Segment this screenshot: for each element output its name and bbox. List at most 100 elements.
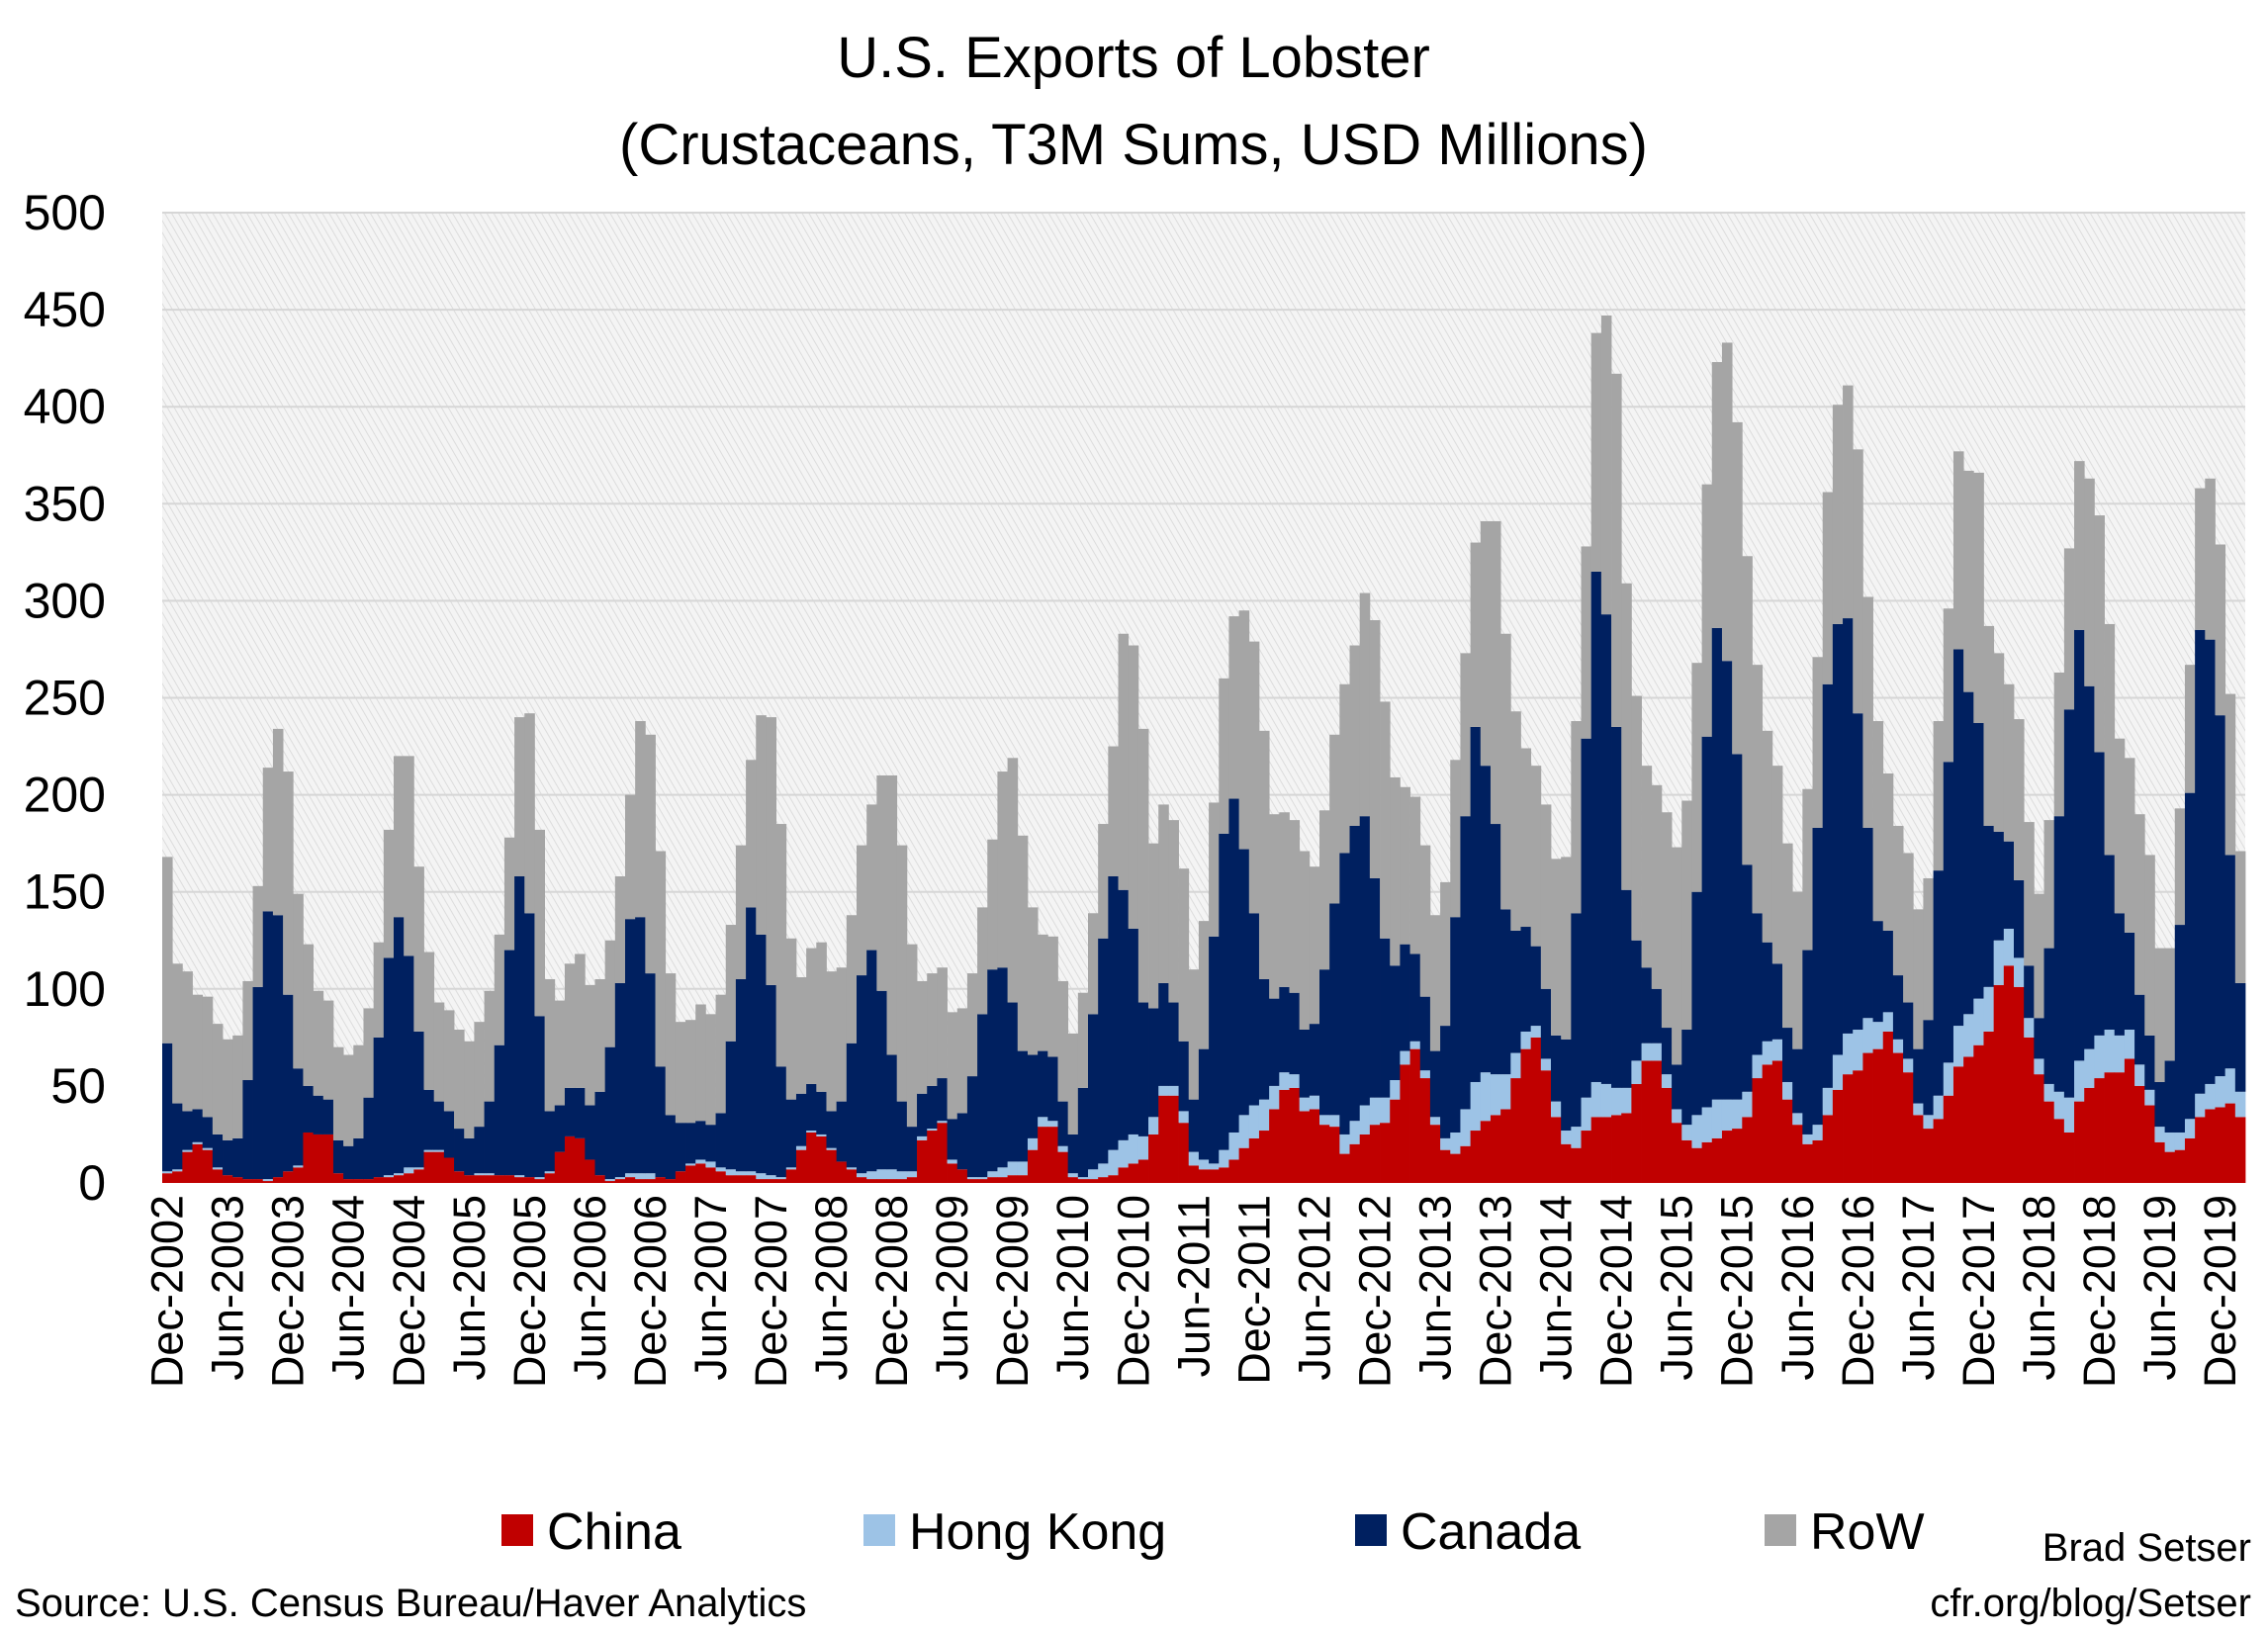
bar-canada <box>675 1123 686 1172</box>
bar-hong-kong <box>1470 1081 1482 1132</box>
bar-canada <box>1077 1087 1089 1178</box>
bar-row <box>1822 492 1834 684</box>
x-tick-label: Jun-2006 <box>565 1195 615 1381</box>
bar-canada <box>997 967 1008 1168</box>
bar-row <box>604 940 616 1047</box>
bar-hong-kong <box>775 1177 787 1180</box>
bar-canada <box>182 1111 193 1150</box>
bar-canada <box>1933 870 1945 1096</box>
bar-china <box>1822 1115 1834 1183</box>
bar-row <box>1590 332 1602 572</box>
bar-china <box>614 1179 626 1183</box>
y-tick-label: 50 <box>50 1058 106 1114</box>
bar-row <box>1812 657 1824 828</box>
bar-row <box>1540 804 1552 989</box>
bar-row <box>1369 620 1381 878</box>
bar-china <box>1651 1060 1663 1183</box>
bar-row <box>2003 683 2015 842</box>
bar-row <box>1510 711 1521 931</box>
bar-hong-kong <box>705 1161 716 1168</box>
bar-hong-kong <box>846 1167 858 1170</box>
bar-row <box>1057 980 1069 1102</box>
bar-canada <box>1882 930 1894 1013</box>
x-tick-label: Dec-2003 <box>263 1195 314 1388</box>
bar-china <box>1581 1131 1592 1183</box>
bar-china <box>1429 1125 1441 1183</box>
bar-canada <box>2124 932 2135 1030</box>
bar-china <box>866 1179 877 1183</box>
bar-canada <box>1409 953 1421 1042</box>
bar-row <box>1118 633 1130 890</box>
bar-hong-kong <box>816 1134 827 1136</box>
bar-canada <box>1802 950 1813 1134</box>
bar-hong-kong <box>2084 1048 2095 1088</box>
bar-canada <box>1530 946 1542 1027</box>
bar-row <box>1923 877 1934 1021</box>
bar-canada <box>1822 683 1834 1088</box>
bar-china <box>353 1179 364 1183</box>
bar-china <box>1017 1175 1029 1183</box>
bar-hong-kong <box>1590 1081 1602 1118</box>
x-tick-label: Jun-2019 <box>2134 1195 2185 1381</box>
bar-china <box>433 1151 445 1183</box>
bar-china <box>1209 1169 1220 1183</box>
bar-row <box>322 1000 334 1100</box>
bar-hong-kong <box>1390 1080 1401 1100</box>
bar-china <box>373 1177 385 1183</box>
bar-canada <box>795 1093 807 1146</box>
bar-canada <box>896 1101 908 1172</box>
bar-row <box>484 990 496 1102</box>
bar-china <box>2024 1037 2035 1183</box>
bar-hong-kong <box>635 1173 646 1180</box>
bar-hong-kong <box>1681 1125 1692 1140</box>
bar-hong-kong <box>1631 1060 1642 1084</box>
bar-canada <box>1701 736 1713 1108</box>
x-tick-label: Dec-2010 <box>1108 1195 1158 1388</box>
bar-row <box>2053 672 2065 817</box>
bar-china <box>1168 1095 1179 1183</box>
bar-row <box>1621 583 1632 890</box>
bar-row <box>947 1012 958 1120</box>
bar-canada <box>293 1068 304 1166</box>
bar-hong-kong <box>1248 1105 1260 1138</box>
bar-hong-kong <box>1651 1043 1663 1061</box>
bar-row <box>2224 693 2236 856</box>
bar-china <box>192 1143 204 1183</box>
bar-canada <box>1088 1014 1099 1170</box>
x-tick-label: Dec-2005 <box>504 1195 555 1388</box>
bar-row <box>1137 728 1149 1003</box>
legend-swatch <box>863 1514 895 1546</box>
bar-row <box>272 728 284 916</box>
bar-row <box>1188 969 1200 1100</box>
bar-china <box>1530 1037 1542 1183</box>
bar-hong-kong <box>2094 1035 2105 1079</box>
bar-china <box>2144 1105 2155 1183</box>
bar-row <box>443 1010 455 1112</box>
bar-canada <box>544 1111 556 1172</box>
legend-swatch <box>1355 1514 1387 1546</box>
bar-china <box>2215 1107 2226 1183</box>
bar-hong-kong <box>1088 1169 1099 1180</box>
bar-row <box>1480 520 1492 767</box>
x-tick-label: Jun-2013 <box>1410 1195 1461 1381</box>
bar-china <box>1077 1179 1089 1183</box>
bar-row <box>1732 421 1743 755</box>
bar-china <box>2074 1101 2085 1183</box>
bar-row <box>1661 812 1673 1029</box>
bar-china <box>756 1179 767 1183</box>
bar-row <box>1600 315 1612 615</box>
bar-row <box>735 845 747 979</box>
bar-canada <box>1631 940 1642 1061</box>
bar-hong-kong <box>1872 1022 1884 1049</box>
bar-canada <box>1752 913 1764 1055</box>
legend-item: China <box>501 1503 681 1561</box>
bar-china <box>1279 1089 1290 1183</box>
bar-canada <box>937 1078 948 1122</box>
bar-canada <box>1611 726 1622 1088</box>
bar-row <box>585 984 595 1106</box>
bar-row <box>494 934 505 1045</box>
y-axis: 0 50 100 150 200 250 300 350 400 450 500 <box>24 185 106 1211</box>
legend-label: Hong Kong <box>909 1503 1166 1561</box>
bar-row <box>1007 758 1019 1003</box>
x-tick-label: Jun-2003 <box>203 1195 253 1381</box>
